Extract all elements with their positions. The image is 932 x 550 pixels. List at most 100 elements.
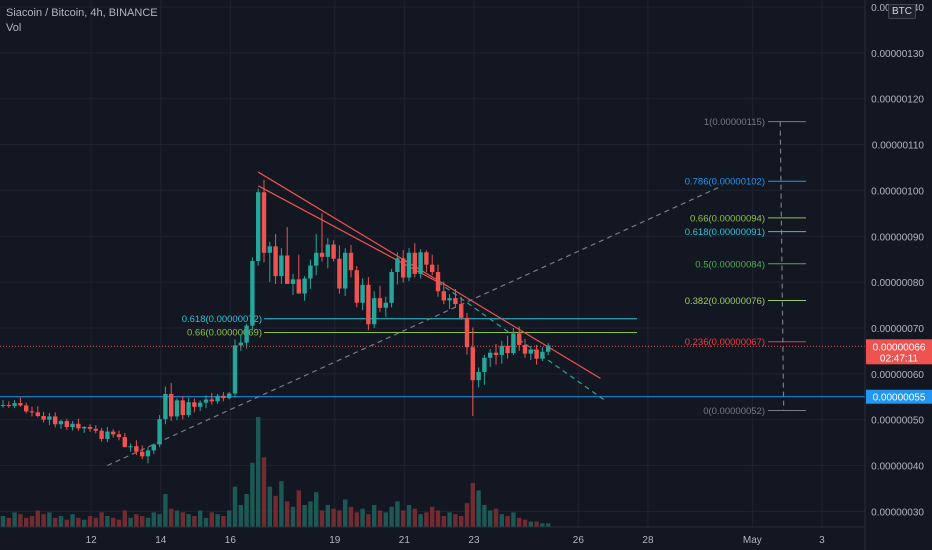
- candle-body: [540, 351, 545, 359]
- candle-body: [395, 258, 400, 273]
- volume-bar: [145, 517, 151, 527]
- candle-body: [296, 279, 301, 294]
- volume-bar: [464, 503, 470, 527]
- volume-bar: [279, 481, 284, 527]
- volume-bar: [18, 514, 23, 527]
- candle-body: [209, 399, 214, 402]
- candle-body: [331, 244, 336, 259]
- volume-bar: [511, 512, 516, 527]
- volume-bar: [256, 417, 261, 527]
- volume-bar: [435, 510, 441, 527]
- volume-bar: [198, 510, 203, 527]
- candle-body: [528, 349, 533, 354]
- volume-bar: [418, 514, 423, 527]
- candle-body: [244, 325, 249, 343]
- volume-bar: [174, 510, 180, 527]
- volume-bar: [528, 521, 533, 527]
- volume-bar: [64, 519, 69, 527]
- candle-body: [58, 421, 64, 425]
- candle-body: [163, 393, 168, 420]
- fib-level-label: 0(0.00000052): [703, 406, 765, 417]
- candle-body: [134, 446, 139, 452]
- candle-body: [93, 428, 98, 431]
- support-price-tag: [866, 389, 932, 404]
- volume-bar: [267, 486, 272, 527]
- volume-bar: [209, 512, 214, 527]
- candle-body: [64, 421, 69, 427]
- x-tick-label: 19: [329, 535, 341, 546]
- volume-bar: [70, 514, 75, 527]
- last-price-label: 0.00000066: [873, 342, 926, 353]
- volume-bar: [0, 516, 6, 527]
- candle-body: [453, 298, 458, 305]
- candle-body: [41, 415, 46, 420]
- candle-body: [441, 291, 446, 301]
- candle-body: [285, 255, 290, 284]
- currency-unit-badge[interactable]: BTC: [888, 4, 916, 19]
- last-price-tag: [866, 339, 932, 365]
- candle-body: [389, 272, 394, 303]
- candle-body: [325, 244, 330, 257]
- candle-body: [128, 446, 133, 448]
- candle-body: [499, 345, 504, 356]
- candle-body: [122, 437, 127, 448]
- y-tick-label: 0.00000030: [871, 507, 924, 518]
- candle-body: [401, 258, 406, 278]
- volume-bar: [319, 510, 325, 527]
- x-tick-label: 14: [155, 535, 167, 546]
- candle-body: [12, 403, 17, 406]
- candle-body: [511, 333, 516, 354]
- volume-bar: [140, 516, 145, 527]
- candle-body: [337, 258, 342, 289]
- y-tick-label: 0.00000080: [871, 278, 924, 289]
- y-tick-label: 0.00000110: [872, 141, 925, 152]
- volume-bar: [493, 508, 499, 527]
- candle-body: [343, 252, 348, 289]
- volume-bar: [372, 505, 377, 527]
- support-price-label: 0.00000055: [873, 393, 926, 404]
- volume-bar: [441, 516, 446, 527]
- volume-label: Vol: [6, 22, 22, 34]
- volume-bar: [499, 514, 504, 527]
- candle-body: [0, 404, 6, 406]
- support-line: 0.00000055: [0, 389, 932, 404]
- fib-level-label: 0.66(0.00000094): [690, 213, 765, 224]
- candle-body: [221, 395, 226, 399]
- candle-body: [87, 426, 93, 429]
- volume-bar: [151, 512, 156, 527]
- volume-bar: [366, 514, 371, 527]
- candle-body: [354, 270, 359, 303]
- volume-bar: [470, 483, 475, 527]
- volume-bar: [82, 519, 87, 527]
- candle-body: [360, 284, 365, 303]
- volume-bar: [99, 512, 104, 527]
- candle-body: [53, 416, 58, 425]
- volume-bar: [534, 521, 539, 527]
- volume-bar: [261, 457, 267, 527]
- volume-bar: [389, 506, 394, 527]
- y-tick-label: 0.00000090: [871, 232, 924, 243]
- candle-body: [174, 400, 180, 417]
- volume-bar: [540, 523, 545, 527]
- y-tick-label: 0.00000040: [871, 462, 924, 473]
- candle-body: [424, 252, 429, 265]
- volume-bar: [227, 510, 232, 527]
- candle-body: [76, 423, 81, 429]
- fib-level-label: 0.5(0.00000084): [695, 259, 765, 270]
- volume-bar: [76, 517, 81, 527]
- candle-body: [215, 395, 220, 402]
- volume-bar: [122, 510, 127, 527]
- candle-body: [435, 272, 441, 292]
- zone-level-label: 0.618(0.00000072): [182, 314, 262, 325]
- volume-bar: [186, 514, 191, 527]
- candle-body: [186, 402, 191, 416]
- volume-bars: [0, 417, 551, 527]
- candle-body: [267, 246, 272, 253]
- volume-bar: [105, 516, 110, 527]
- y-tick-label: 0.00000120: [871, 95, 924, 106]
- volume-bar: [273, 495, 278, 527]
- volume-bar: [505, 516, 510, 527]
- candle-body: [99, 430, 104, 439]
- volume-bar: [453, 514, 458, 527]
